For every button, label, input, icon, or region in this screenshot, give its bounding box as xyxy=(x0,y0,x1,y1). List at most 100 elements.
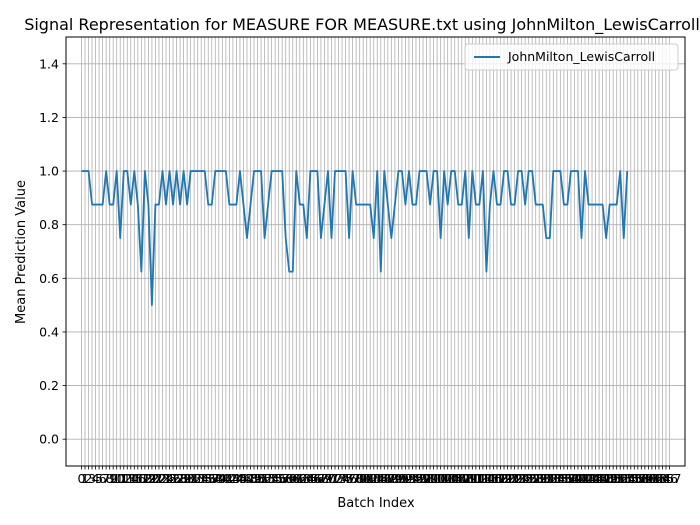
x-tick-label: 136 xyxy=(548,471,572,486)
x-tick-label: 47 xyxy=(239,471,255,486)
x-tick-label: 128 xyxy=(520,471,544,486)
x-axis-label: Batch Index xyxy=(337,496,415,511)
x-tick-label: 140 xyxy=(563,471,587,486)
x-tick-label: 36 xyxy=(200,471,216,486)
x-tick-label: 9 xyxy=(109,471,117,486)
x-tick-label: 96 xyxy=(412,471,428,486)
x-tick-label: 56 xyxy=(271,471,287,486)
y-tick-label: 0.6 xyxy=(39,271,59,286)
x-tick-label: 86 xyxy=(376,471,392,486)
x-tick-label: 38 xyxy=(207,471,223,486)
y-tick-label: 1.4 xyxy=(39,56,59,71)
x-tick-label: 147 xyxy=(587,471,611,486)
x-tick-label: 104 xyxy=(436,471,460,486)
x-tick-label: 69 xyxy=(316,471,332,486)
legend-entry-label: JohnMilton_LewisCarroll xyxy=(507,49,655,64)
x-tick-label: 73 xyxy=(331,471,347,486)
x-tick-label: 123 xyxy=(503,471,527,486)
x-tick-label: 149 xyxy=(594,471,618,486)
x-tick-label: 138 xyxy=(555,471,579,486)
x-tick-label: 25 xyxy=(162,471,178,486)
x-tick-label: 42 xyxy=(221,471,237,486)
x-tick-label: 37 xyxy=(204,471,220,486)
x-tick-label: 130 xyxy=(527,471,551,486)
x-tick-label: 78 xyxy=(348,471,364,486)
x-axis-ticks: 0123456789101112131415161718192021222324… xyxy=(78,466,682,486)
y-tick-label: 0.4 xyxy=(39,324,59,339)
x-tick-label: 143 xyxy=(573,471,597,486)
x-tick-label: 43 xyxy=(225,471,241,486)
legend-box xyxy=(464,43,679,71)
x-tick-label: 15 xyxy=(126,471,142,486)
plot-frame xyxy=(65,36,686,467)
x-tick-label: 107 xyxy=(446,471,470,486)
x-tick-label: 26 xyxy=(165,471,181,486)
x-tick-label: 129 xyxy=(524,471,548,486)
x-tick-label: 60 xyxy=(285,471,301,486)
x-tick-label: 112 xyxy=(464,471,488,486)
x-tick-label: 45 xyxy=(232,471,248,486)
x-tick-label: 166 xyxy=(654,471,678,486)
x-tick-label: 5 xyxy=(95,471,103,486)
x-tick-label: 160 xyxy=(633,471,657,486)
x-tick-label: 108 xyxy=(450,471,474,486)
x-tick-label: 1 xyxy=(81,471,89,486)
x-tick-label: 161 xyxy=(636,471,660,486)
series-line xyxy=(81,170,629,307)
x-tick-label: 33 xyxy=(190,471,206,486)
x-tick-label: 34 xyxy=(193,471,209,486)
x-tick-label: 131 xyxy=(531,471,555,486)
series-layer xyxy=(81,170,629,307)
x-tick-label: 113 xyxy=(467,471,491,486)
y-tick-label: 0.0 xyxy=(39,432,59,447)
x-tick-label: 19 xyxy=(140,471,156,486)
x-tick-label: 17 xyxy=(133,471,149,486)
x-tick-label: 35 xyxy=(197,471,213,486)
x-tick-label: 27 xyxy=(169,471,185,486)
x-tick-label: 105 xyxy=(439,471,463,486)
x-tick-label: 142 xyxy=(570,471,594,486)
x-tick-label: 54 xyxy=(264,471,280,486)
x-tick-label: 31 xyxy=(183,471,199,486)
x-tick-label: 145 xyxy=(580,471,604,486)
x-tick-label: 10 xyxy=(109,471,125,486)
x-tick-label: 120 xyxy=(492,471,516,486)
x-tick-label: 87 xyxy=(380,471,396,486)
x-tick-label: 146 xyxy=(584,471,608,486)
x-tick-label: 139 xyxy=(559,471,583,486)
x-tick-label: 81 xyxy=(359,471,375,486)
x-tick-label: 64 xyxy=(299,471,315,486)
x-tick-label: 61 xyxy=(288,471,304,486)
x-tick-label: 52 xyxy=(257,471,273,486)
x-tick-label: 165 xyxy=(651,471,675,486)
chart-title: Signal Representation for MEASURE FOR ME… xyxy=(24,15,700,35)
x-tick-label: 57 xyxy=(274,471,290,486)
x-tick-label: 50 xyxy=(250,471,266,486)
x-tick-label: 144 xyxy=(577,471,601,486)
x-tick-label: 121 xyxy=(496,471,520,486)
x-tick-label: 148 xyxy=(591,471,615,486)
x-tick-label: 154 xyxy=(612,471,636,486)
x-tick-label: 80 xyxy=(355,471,371,486)
x-tick-label: 92 xyxy=(397,471,413,486)
x-tick-label: 8 xyxy=(106,471,114,486)
y-tick-label: 0.8 xyxy=(39,217,59,232)
x-tick-label: 115 xyxy=(474,471,498,486)
x-tick-label: 23 xyxy=(155,471,171,486)
x-tick-label: 6 xyxy=(99,471,107,486)
x-tick-label: 16 xyxy=(130,471,146,486)
x-tick-label: 158 xyxy=(626,471,650,486)
x-tick-label: 116 xyxy=(478,471,502,486)
x-tick-label: 22 xyxy=(151,471,167,486)
x-tick-label: 13 xyxy=(119,471,135,486)
x-tick-label: 117 xyxy=(482,471,506,486)
x-tick-label: 84 xyxy=(369,471,385,486)
x-tick-label: 167 xyxy=(658,471,682,486)
x-tick-label: 98 xyxy=(419,471,435,486)
x-tick-label: 21 xyxy=(147,471,163,486)
x-gridlines xyxy=(81,37,670,466)
x-tick-label: 41 xyxy=(218,471,234,486)
x-tick-label: 162 xyxy=(640,471,664,486)
x-tick-label: 85 xyxy=(373,471,389,486)
x-tick-label: 29 xyxy=(176,471,192,486)
